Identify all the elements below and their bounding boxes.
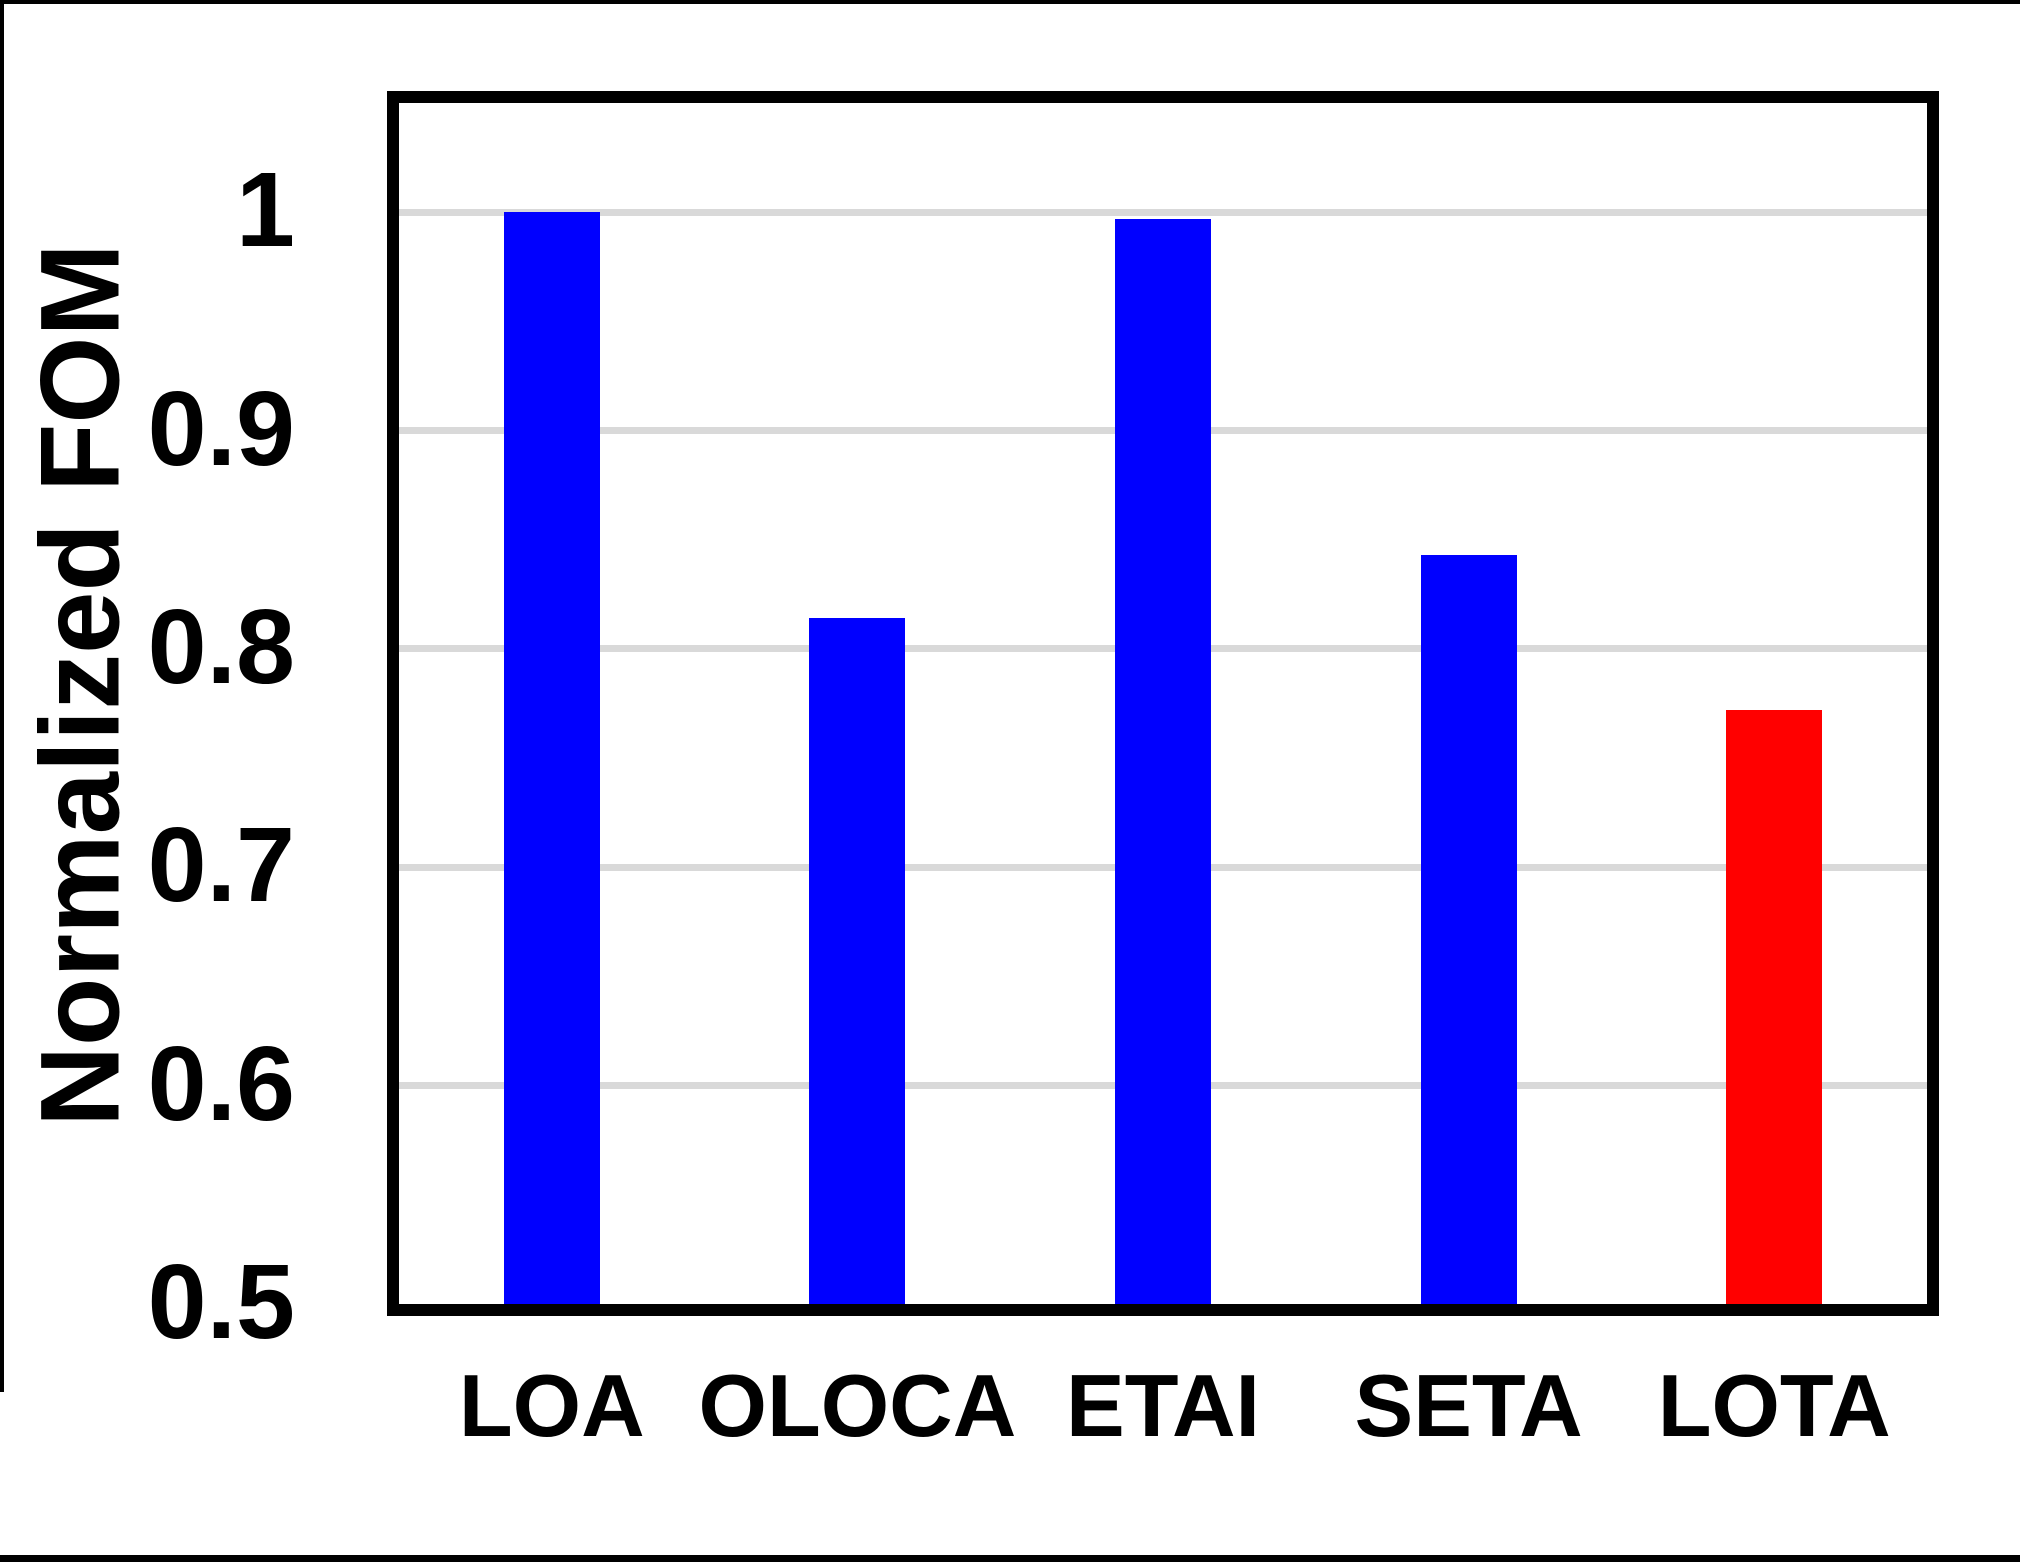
y-tick-label-0.9: 0.9	[147, 369, 295, 488]
x-tick-label-loa: LOA	[458, 1356, 645, 1455]
bar-seta	[1420, 555, 1517, 1304]
y-tick-label-0.7: 0.7	[147, 806, 295, 925]
x-tick-label-seta: SETA	[1354, 1356, 1583, 1455]
bar-oloca	[809, 618, 906, 1304]
y-tick-label-1: 1	[236, 151, 295, 270]
frame-line-bottom	[0, 1555, 2020, 1562]
gridline-1	[399, 208, 1927, 216]
bar-etai	[1115, 218, 1211, 1304]
bar-lota	[1726, 710, 1823, 1304]
y-tick-label-0.8: 0.8	[147, 587, 295, 706]
x-tick-label-etai: ETAI	[1066, 1356, 1260, 1455]
bar-loa	[503, 212, 600, 1304]
frame-line-top	[0, 0, 2020, 4]
plot-inner	[399, 103, 1927, 1304]
plot-area	[387, 91, 1939, 1316]
y-tick-label-0.6: 0.6	[147, 1024, 295, 1143]
frame-line-left	[0, 0, 4, 1392]
y-tick-label-0.5: 0.5	[147, 1242, 295, 1361]
x-tick-label-oloca: OLOCA	[698, 1356, 1017, 1455]
x-tick-label-lota: LOTA	[1657, 1356, 1891, 1455]
